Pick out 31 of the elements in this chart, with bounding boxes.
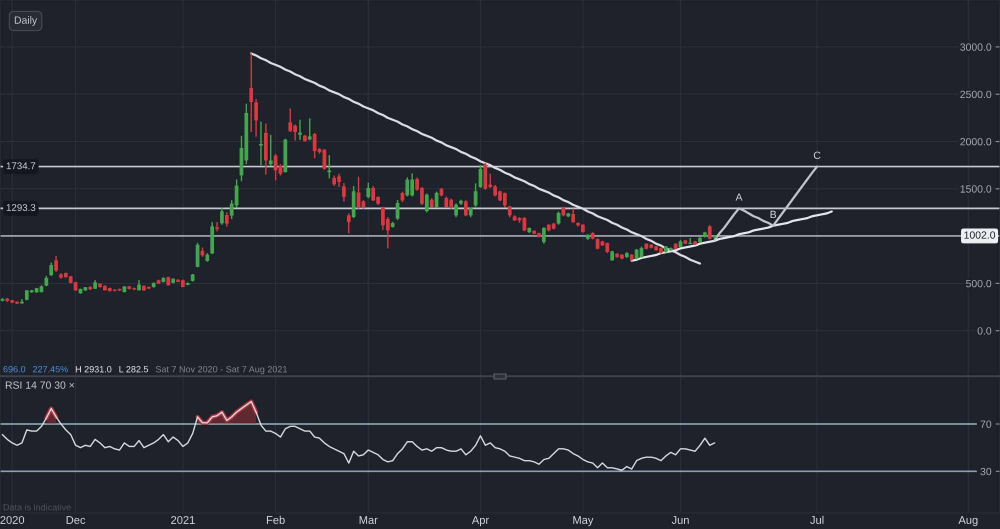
x-tick-label: Feb [266,516,285,524]
annotation: C [814,152,820,159]
x-tick-label: Jul [810,516,824,524]
annotation: H 2931.0 [76,366,112,372]
x-tick-label: 2021 [171,516,195,524]
x-tick-label: Jun [672,516,689,524]
y-tick-label: 500.0 [966,280,992,288]
annotation: B [770,210,776,218]
y-tick-label: 70 [980,420,992,428]
annotation: L 282.5 [119,366,148,372]
text: Daily [14,16,38,26]
annotation: 696.0 [3,366,26,372]
x-tick-label: Apr [472,516,489,526]
chart-title: RSI 14 70 30 × [6,381,74,389]
annotation: 227.45% [32,366,68,372]
x-tick-label: 2020 [0,516,24,524]
y-tick-label: 30 [980,468,992,476]
y-tick-label: 3000.0 [960,43,992,51]
ref-line-label: 1002.0 [964,231,996,239]
y-tick-label: 2000.0 [960,138,992,146]
x-tick-label: Aug [958,516,978,526]
annotation: A [736,193,742,201]
ref-line-label: 1293.3 [6,204,36,211]
y-tick-label: 2500.0 [960,90,992,98]
y-tick-label: 0.0 [978,327,992,335]
ref-line-label: 1734.7 [6,162,36,170]
annotation: Sat 7 Nov 2020 - Sat 7 Aug 2021 [156,366,287,374]
x-tick-label: May [573,516,594,526]
y-tick-label: 1500.0 [960,185,992,193]
x-tick-label: Dec [66,516,86,524]
x-tick-label: Mar [360,516,378,524]
